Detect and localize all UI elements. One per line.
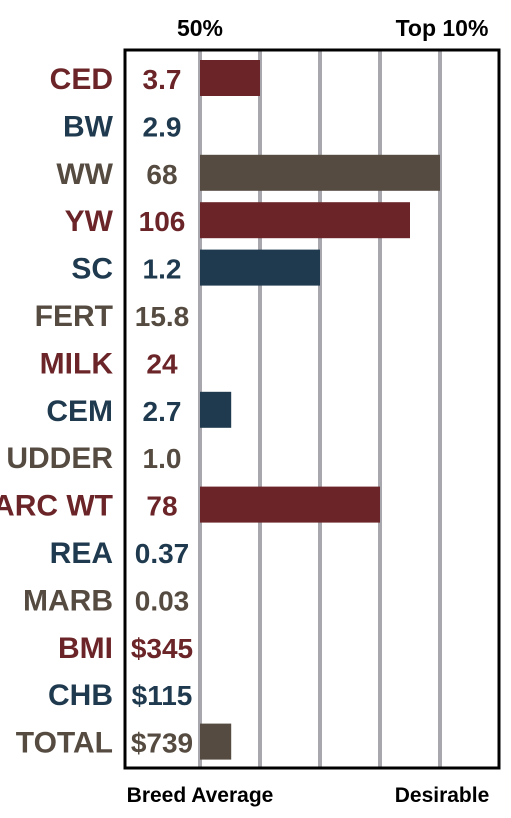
value-label-chb: $115 (132, 680, 193, 711)
trait-label-yw: YW (65, 205, 114, 238)
value-label-ced: 3.7 (143, 64, 182, 95)
value-label-ww: 68 (146, 159, 177, 190)
value-label-fert: 15.8 (135, 301, 190, 332)
trait-label-cem: CEM (46, 395, 113, 428)
bar-ww (200, 154, 440, 191)
value-label-yw: 106 (139, 206, 186, 237)
bottom-label-left: Breed Average (127, 784, 274, 807)
value-label-udder: 1.0 (143, 443, 182, 474)
value-label-sc: 1.2 (143, 254, 182, 285)
trait-label-ced: CED (50, 63, 113, 96)
value-label-carc-wt: 78 (146, 491, 177, 522)
trait-label-carc-wt: CARC WT (0, 490, 113, 523)
chart-frame (123, 48, 501, 770)
bar-yw (200, 202, 410, 239)
value-label-milk: 24 (146, 348, 178, 379)
value-label-rea: 0.37 (135, 538, 190, 569)
trait-label-udder: UDDER (6, 442, 113, 475)
bar-sc (200, 249, 320, 286)
bar-total (200, 723, 232, 760)
value-label-cem: 2.7 (143, 396, 182, 427)
trait-label-chb: CHB (48, 679, 113, 712)
top-label-left: 50% (177, 15, 223, 41)
trait-label-rea: REA (50, 537, 113, 570)
trait-label-ww: WW (56, 158, 113, 191)
value-label-total: $739 (131, 728, 193, 759)
value-label-marb: 0.03 (135, 585, 190, 616)
bar-carc-wt (200, 486, 380, 523)
trait-label-bw: BW (63, 110, 114, 143)
bars (200, 60, 440, 760)
trait-label-total: TOTAL (16, 727, 113, 760)
value-label-bmi: $345 (131, 633, 193, 664)
trait-label-milk: MILK (40, 347, 114, 380)
trait-label-bmi: BMI (58, 632, 113, 665)
bar-ced (200, 60, 260, 96)
trait-label-marb: MARB (23, 584, 113, 617)
trait-label-fert: FERT (35, 300, 113, 333)
value-label-bw: 2.9 (143, 111, 182, 142)
bottom-label-right: Desirable (395, 784, 490, 807)
bar-cem (200, 391, 232, 428)
trait-label-sc: SC (71, 253, 113, 286)
top-label-right: Top 10% (396, 15, 489, 41)
row-labels: CED 3.7 BW 2.9 WW 68 YW 106 SC 1.2 FERT 15.8 MILK 24 C… (0, 63, 193, 760)
